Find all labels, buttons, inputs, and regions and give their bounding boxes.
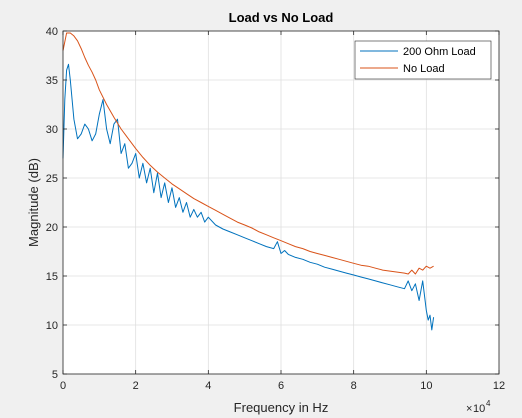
series-line-no-load <box>62 32 434 275</box>
legend-label-200-ohm-load: 200 Ohm Load <box>403 46 476 58</box>
x-axis-label: Frequency in Hz <box>234 400 329 415</box>
ticks: 0 2 4 6 8 10 12 5 10 15 20 25 30 35 40 <box>46 26 505 392</box>
x-tick-label: 10 <box>420 380 432 392</box>
x-exponent-power: 4 <box>486 399 491 408</box>
y-tick-label: 40 <box>46 26 58 38</box>
y-axis-label: Magnitude (dB) <box>26 158 41 247</box>
x-exponent: × 10 4 <box>466 399 491 415</box>
x-exponent-times: × <box>466 403 472 415</box>
y-tick-label: 10 <box>46 320 58 332</box>
x-tick-label: 4 <box>205 380 211 392</box>
x-tick-label: 2 <box>133 380 139 392</box>
legend[interactable]: 200 Ohm Load No Load <box>354 40 492 80</box>
y-tick-label: 5 <box>52 369 58 381</box>
legend-box <box>354 40 492 80</box>
legend-label-no-load: No Load <box>403 63 445 75</box>
x-tick-label: 6 <box>278 380 284 392</box>
x-tick-label: 12 <box>493 380 505 392</box>
x-exponent-base: 10 <box>473 403 485 415</box>
x-tick-label: 0 <box>60 380 66 392</box>
y-tick-label: 15 <box>46 271 58 283</box>
chart-title: Load vs No Load <box>229 10 334 25</box>
y-tick-label: 35 <box>46 75 58 87</box>
y-tick-label: 30 <box>46 124 58 136</box>
series-line-200-ohm-load <box>62 63 435 331</box>
y-tick-label: 25 <box>46 173 58 185</box>
y-tick-label: 20 <box>46 222 58 234</box>
series-layer <box>62 32 435 331</box>
x-tick-label: 8 <box>351 380 357 392</box>
